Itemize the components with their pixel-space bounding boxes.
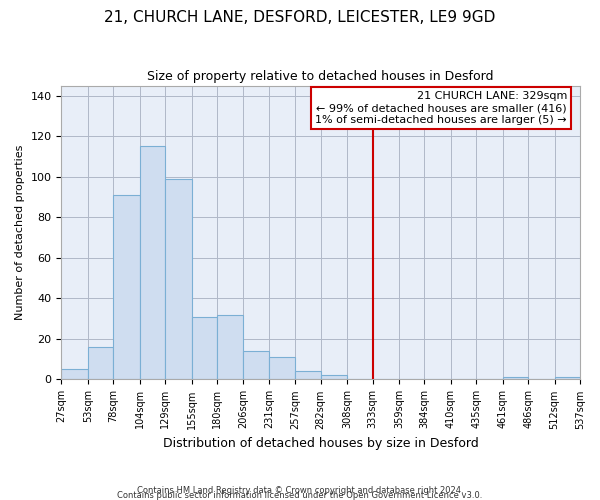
Text: Contains HM Land Registry data © Crown copyright and database right 2024.: Contains HM Land Registry data © Crown c… [137,486,463,495]
Title: Size of property relative to detached houses in Desford: Size of property relative to detached ho… [148,70,494,83]
Y-axis label: Number of detached properties: Number of detached properties [15,145,25,320]
Text: 21, CHURCH LANE, DESFORD, LEICESTER, LE9 9GD: 21, CHURCH LANE, DESFORD, LEICESTER, LE9… [104,10,496,25]
Bar [554,378,580,380]
Bar [140,146,165,380]
Bar [321,376,347,380]
Bar [88,347,113,380]
Bar [61,370,88,380]
Bar [503,378,528,380]
Bar [113,195,140,380]
Text: Contains public sector information licensed under the Open Government Licence v3: Contains public sector information licen… [118,490,482,500]
Bar [244,351,269,380]
Bar [269,357,295,380]
X-axis label: Distribution of detached houses by size in Desford: Distribution of detached houses by size … [163,437,479,450]
Text: 21 CHURCH LANE: 329sqm
← 99% of detached houses are smaller (416)
1% of semi-det: 21 CHURCH LANE: 329sqm ← 99% of detached… [316,92,567,124]
Bar [191,316,217,380]
Bar [217,314,244,380]
Bar [295,372,321,380]
Bar [165,179,191,380]
